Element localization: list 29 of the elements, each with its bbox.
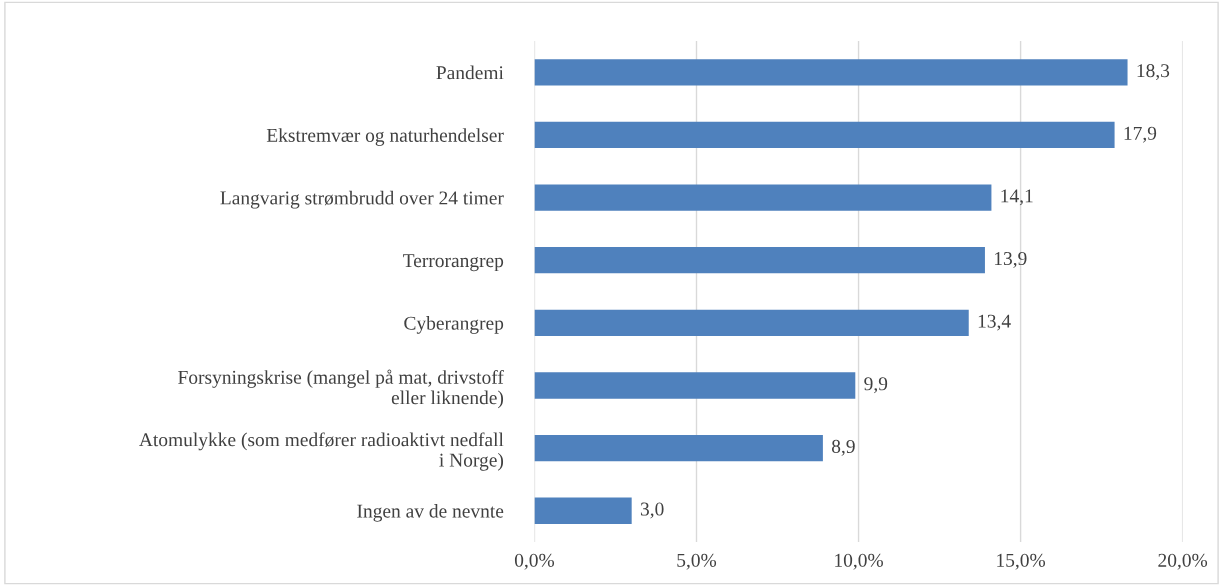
y-tick-label: Terrorangrep (403, 254, 504, 272)
y-tick-label: Forsyningskrise (mangel på mat, drivstoff eller liknende) (178, 369, 504, 409)
x-tick-label: 5,0% (677, 553, 717, 570)
data-label: 13,9 (994, 252, 1027, 268)
x-tick-label: 10,0% (835, 553, 883, 570)
bar (534, 372, 856, 399)
bar (534, 497, 632, 524)
bar (534, 121, 1115, 149)
y-tick-label: Pandemi (436, 65, 504, 80)
bar (534, 59, 1128, 86)
bar (534, 309, 969, 336)
y-tick-label: Cyberangrep (404, 316, 504, 334)
bar (534, 184, 992, 211)
data-label: 8,9 (831, 439, 855, 456)
data-label: 14,1 (1001, 189, 1033, 206)
bar (534, 247, 985, 274)
y-tick-label: Langvarig strømbrudd over 24 timer (220, 190, 504, 209)
y-tick-label: Atomulykke (som medfører radioaktivt nedfall i Norge) (139, 432, 504, 471)
x-tick-label: 20,0% (1158, 553, 1208, 570)
data-label: 18,3 (1137, 64, 1170, 80)
data-label: 9,9 (864, 377, 888, 394)
data-label: 13,4 (978, 314, 1011, 331)
y-tick-label: Ekstremvær og naturhendelser (266, 128, 504, 146)
x-tick-label: 0,0% (514, 553, 555, 570)
x-tick-label: 15,0% (997, 553, 1046, 570)
data-label: 17,9 (1124, 126, 1157, 143)
data-label: 3,0 (640, 502, 664, 519)
y-tick-label: Ingen av de nevnte (357, 503, 504, 522)
bar (534, 434, 823, 462)
